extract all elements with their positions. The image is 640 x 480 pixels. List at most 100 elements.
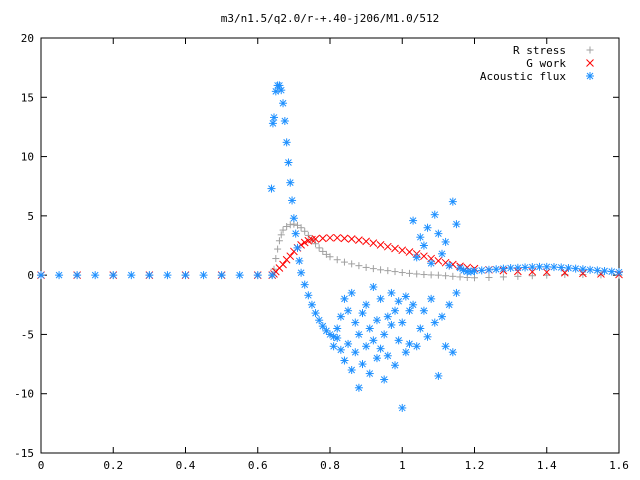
data-point — [416, 324, 425, 333]
data-point — [499, 264, 508, 273]
data-point — [391, 306, 400, 315]
data-point — [477, 266, 486, 275]
data-point — [593, 266, 602, 275]
data-point — [199, 271, 208, 280]
data-point — [235, 271, 244, 280]
data-point — [283, 223, 291, 231]
data-point — [391, 361, 400, 370]
data-point — [394, 336, 403, 345]
data-point — [301, 227, 309, 235]
y-tick-label: 0 — [27, 269, 34, 282]
data-point — [326, 253, 334, 261]
data-point — [362, 300, 371, 309]
data-point — [564, 264, 573, 273]
data-point — [267, 184, 276, 193]
data-point — [448, 348, 457, 357]
data-point — [340, 356, 349, 365]
data-point — [376, 344, 385, 353]
data-point — [355, 262, 363, 270]
data-point — [293, 243, 302, 252]
data-point — [615, 268, 623, 277]
x-axis-ticks: 0 0.2 0.4 0.6 0.8 1 1.2 1.4 1.6 — [38, 38, 629, 472]
data-point — [405, 339, 414, 348]
data-point — [470, 266, 479, 275]
data-point — [319, 247, 327, 255]
plot-frame — [40, 37, 620, 454]
data-point — [600, 266, 609, 275]
y-axis-ticks: 20 15 10 5 0 -5 -10 -15 — [14, 32, 619, 460]
data-point — [329, 342, 338, 351]
data-point — [578, 265, 587, 274]
data-point — [293, 221, 301, 229]
data-point — [437, 249, 446, 258]
data-point — [365, 324, 374, 333]
data-point — [427, 294, 436, 303]
data-point — [412, 342, 421, 351]
data-point — [394, 297, 403, 306]
data-point — [448, 197, 457, 206]
data-point — [181, 271, 190, 280]
data-point — [369, 239, 378, 247]
data-point — [445, 300, 454, 309]
data-point — [387, 288, 396, 297]
data-point — [336, 345, 345, 354]
chart-title: m3/n1.5/q2.0/r-+.40-j206/M1.0/512 — [221, 12, 440, 25]
data-point — [291, 229, 300, 238]
x-tick-label: 1.6 — [609, 459, 629, 472]
plot-area — [37, 81, 623, 412]
data-point — [398, 318, 407, 327]
data-point — [355, 236, 363, 245]
data-point — [383, 312, 392, 321]
x-tick-label: 0 — [38, 459, 45, 472]
data-point — [427, 259, 436, 268]
data-point — [217, 271, 226, 280]
data-point — [484, 265, 493, 274]
x-tick-label: 0.2 — [103, 459, 123, 472]
data-point — [344, 339, 353, 348]
data-point — [365, 369, 374, 378]
data-point — [271, 87, 280, 96]
data-point — [304, 231, 312, 239]
data-point — [423, 223, 432, 232]
x-tick-label: 0.8 — [320, 459, 340, 472]
data-point — [419, 241, 428, 250]
data-point — [445, 261, 454, 270]
data-point — [348, 260, 356, 268]
data-point — [391, 268, 399, 276]
data-point — [109, 271, 118, 280]
data-point — [358, 309, 367, 318]
data-point — [326, 233, 334, 242]
data-point — [340, 234, 349, 243]
data-point — [521, 263, 530, 272]
data-point — [318, 322, 327, 331]
data-point — [413, 270, 421, 278]
data-point — [377, 266, 385, 274]
data-point — [398, 403, 407, 412]
data-point — [437, 312, 446, 321]
data-point — [391, 244, 399, 253]
data-point — [412, 253, 421, 262]
legend-label: G work — [526, 57, 566, 70]
data-point — [37, 271, 45, 280]
data-point — [279, 260, 287, 269]
data-point — [383, 351, 392, 360]
data-point — [297, 224, 305, 232]
data-point — [376, 241, 385, 249]
data-point — [279, 99, 288, 108]
data-point — [295, 256, 304, 265]
data-point — [405, 306, 414, 315]
data-point — [430, 318, 439, 327]
data-point — [449, 272, 457, 280]
data-point — [372, 354, 381, 363]
data-point — [528, 272, 536, 280]
data-point — [571, 264, 580, 273]
data-point — [405, 269, 413, 277]
data-point — [420, 271, 428, 279]
data-point — [409, 216, 418, 225]
data-point — [354, 383, 363, 392]
data-point — [286, 221, 294, 229]
data-point — [277, 231, 285, 239]
data-point — [344, 306, 353, 315]
y-tick-label: -10 — [14, 388, 34, 401]
